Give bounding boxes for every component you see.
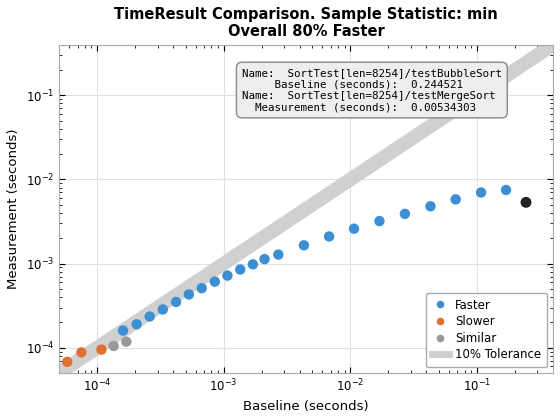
Point	[260, 256, 269, 262]
Point	[451, 196, 460, 203]
Point	[274, 251, 283, 258]
Point	[426, 203, 435, 210]
Point	[349, 225, 358, 232]
Point	[171, 299, 180, 305]
Point	[375, 218, 384, 224]
Legend: Faster, Slower, Similar, 10% Tolerance: Faster, Slower, Similar, 10% Tolerance	[426, 293, 547, 367]
Point	[145, 313, 154, 320]
Point	[477, 189, 486, 196]
Point	[184, 291, 193, 298]
Point	[197, 285, 206, 291]
Y-axis label: Measurement (seconds): Measurement (seconds)	[7, 129, 20, 289]
Point	[97, 346, 106, 353]
Point	[502, 186, 511, 193]
Title: TimeResult Comparison. Sample Statistic: min
Overall 80% Faster: TimeResult Comparison. Sample Statistic:…	[114, 7, 498, 39]
Text: Name:  SortTest[len=8254]/testBubbleSort
     Baseline (seconds):  0.244521
Name: Name: SortTest[len=8254]/testBubbleSort …	[242, 68, 502, 113]
Point	[236, 266, 245, 273]
Point	[223, 272, 232, 279]
Point	[158, 306, 167, 313]
Point	[300, 242, 309, 249]
Point	[63, 358, 72, 365]
Point	[521, 199, 530, 206]
Point	[109, 343, 118, 349]
Point	[132, 321, 141, 328]
Point	[249, 261, 258, 268]
Point	[400, 210, 409, 217]
Point	[119, 327, 128, 334]
Point	[122, 338, 131, 345]
X-axis label: Baseline (seconds): Baseline (seconds)	[243, 400, 369, 413]
Point	[77, 349, 86, 356]
Point	[211, 278, 220, 285]
Point	[325, 233, 334, 240]
